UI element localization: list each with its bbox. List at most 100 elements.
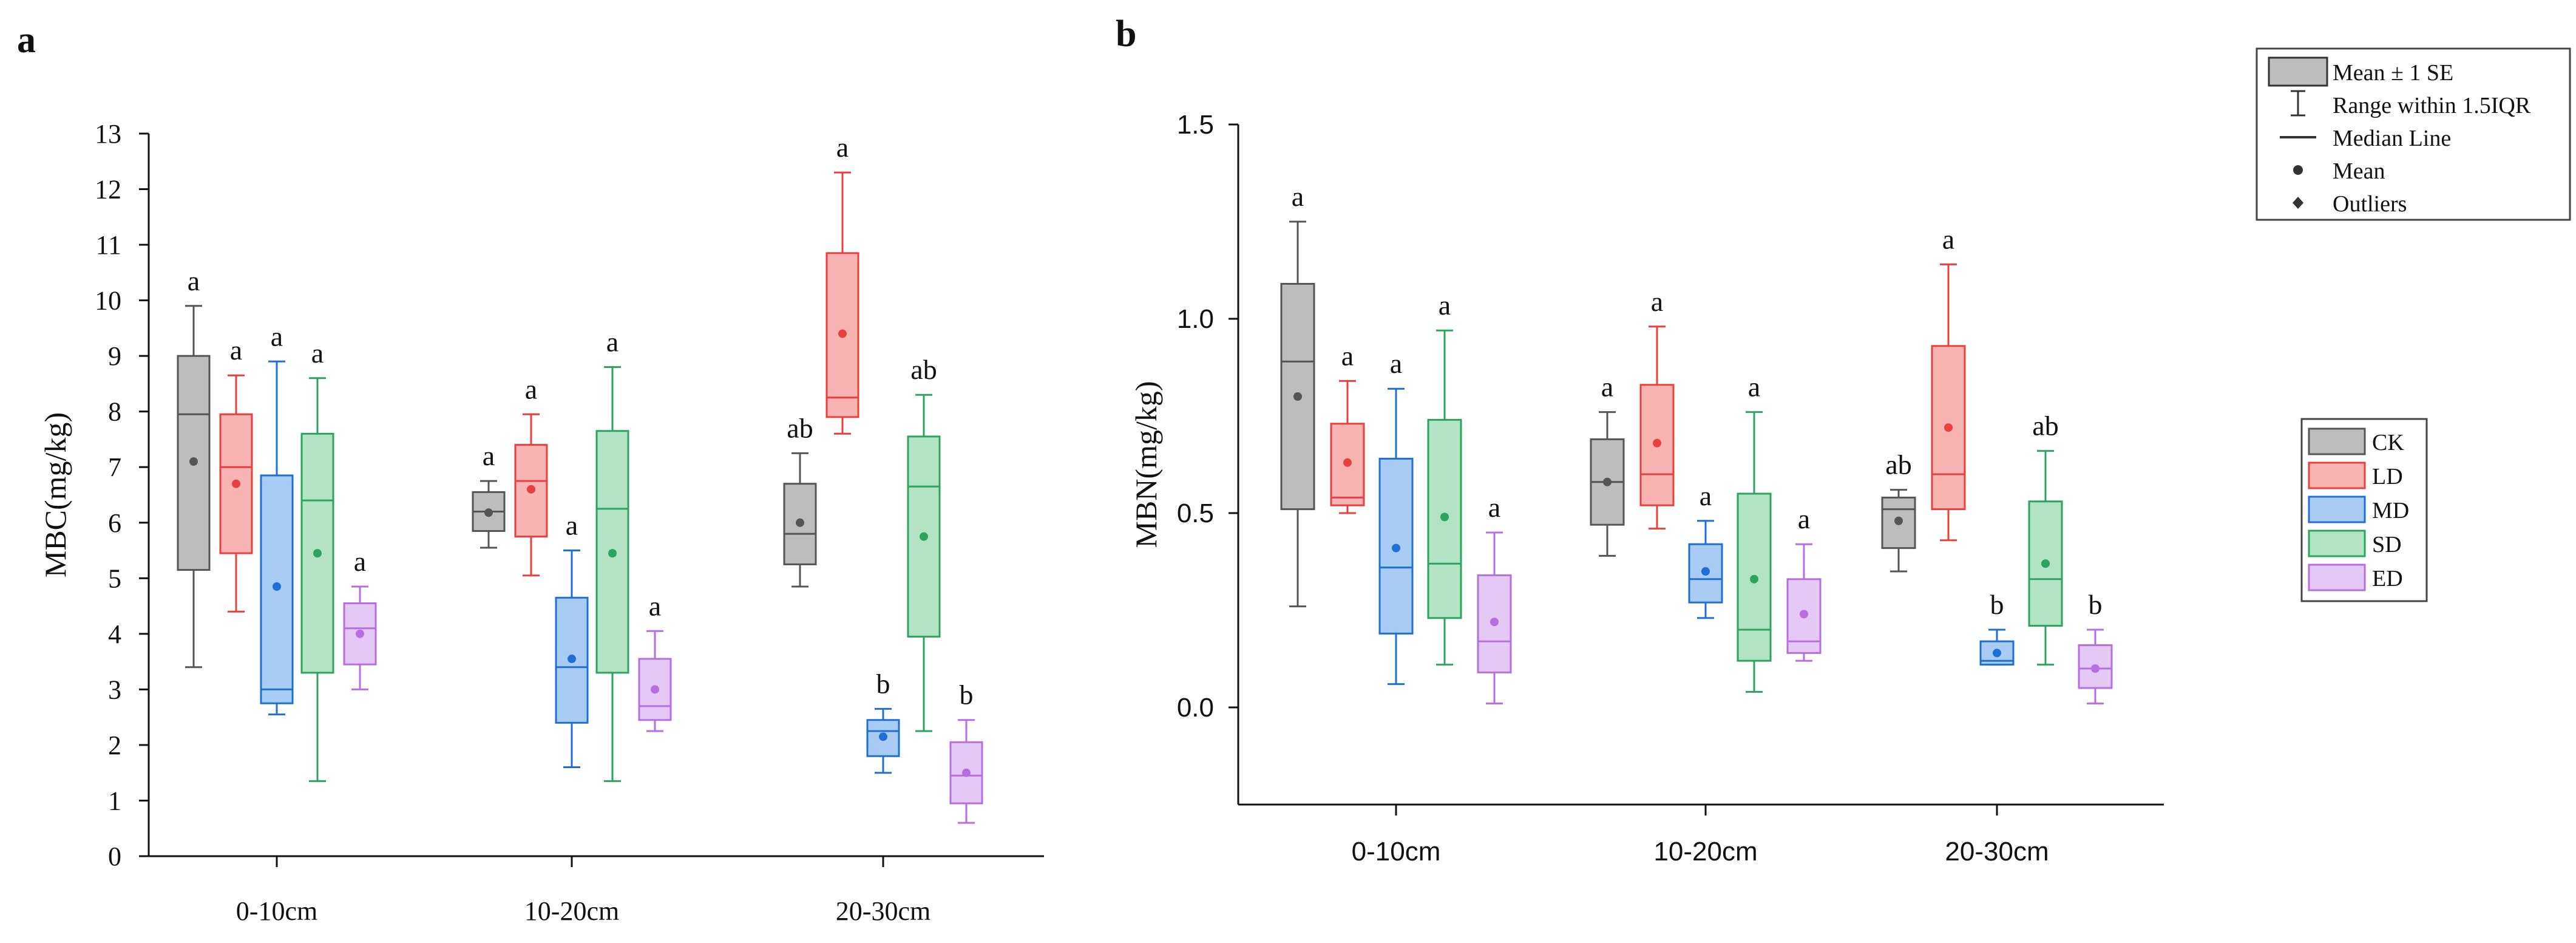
mean-dot — [796, 518, 804, 527]
box-ld-10-20cm: a — [514, 373, 548, 577]
y-tick-label: 13 — [95, 119, 121, 149]
significance-letter: a — [354, 546, 366, 577]
mean-dot — [1603, 477, 1612, 486]
mean-dot — [1944, 423, 1953, 432]
x-tick-label: 20-30cm — [1945, 837, 2049, 866]
panel-a-y-axis-label: MBC(mg/kg) — [38, 412, 72, 577]
legend-outliers-label: Outliers — [2333, 191, 2407, 217]
y-tick-label: 1.0 — [1177, 304, 1214, 334]
significance-letter: a — [1390, 348, 1402, 379]
legend-label-ed: ED — [2372, 566, 2403, 591]
y-tick-label: 5 — [108, 563, 121, 593]
y-tick-label: 0 — [108, 842, 121, 871]
y-tick-label: 4 — [108, 619, 121, 649]
y-tick-label: 1.5 — [1177, 110, 1214, 140]
box-md-20-30cm: b — [866, 668, 900, 774]
significance-letter: b — [2089, 589, 2103, 620]
significance-letter: a — [1942, 223, 1954, 254]
y-tick-label: 12 — [95, 175, 121, 205]
box-ed-0-10cm: a — [1477, 492, 1512, 705]
y-tick-label: 9 — [108, 341, 121, 371]
significance-letter: ab — [2032, 410, 2058, 441]
significance-letter: a — [1748, 372, 1760, 403]
significance-letter: ab — [1885, 449, 1911, 480]
legend-range-label: Range within 1.5IQR — [2333, 93, 2531, 118]
significance-letter: a — [836, 132, 849, 163]
significance-letter: a — [1341, 340, 1354, 371]
mean-dot — [1701, 567, 1710, 576]
box-ed-20-30cm: b — [2078, 589, 2113, 705]
legend-mean-se-swatch — [2268, 56, 2328, 87]
significance-letter: a — [1651, 286, 1663, 317]
box-iqr — [595, 430, 629, 674]
legend-label-sd: SD — [2372, 532, 2402, 557]
legend-mean-label: Mean — [2333, 158, 2385, 184]
significance-letter: ab — [787, 412, 813, 443]
legend-swatch-ld — [2308, 461, 2366, 489]
significance-letter: b — [1990, 589, 2004, 620]
mean-dot — [920, 532, 928, 541]
mean-dot — [356, 629, 364, 638]
mean-dot — [1392, 543, 1400, 553]
y-tick-label: 0.5 — [1177, 499, 1214, 528]
significance-letter: a — [483, 440, 495, 471]
significance-letter: a — [566, 510, 578, 541]
legend-swatch-sd — [2308, 529, 2366, 557]
legend-swatch-md — [2308, 495, 2366, 523]
mean-dot — [2041, 559, 2050, 568]
legend-label-ld: LD — [2372, 464, 2403, 489]
significance-letter: a — [1601, 372, 1613, 403]
legend-mean-se-label: Mean ± 1 SE — [2333, 60, 2453, 86]
y-tick-label: 10 — [95, 286, 121, 316]
box-ck-20-30cm: ab — [783, 412, 817, 588]
legend-statistics: Mean ± 1 SE Range within 1.5IQR Median L… — [2256, 47, 2571, 221]
legend-swatch-ed — [2308, 563, 2366, 591]
box-md-20-30cm: b — [1979, 589, 2015, 666]
panel-label-a: a — [17, 19, 36, 61]
significance-letter: a — [1439, 290, 1451, 321]
y-tick-label: 8 — [108, 397, 121, 427]
box-iqr — [949, 741, 983, 805]
legend-swatch-ck — [2308, 427, 2366, 455]
box-sd-10-20cm: a — [595, 326, 629, 782]
panel-label-b: b — [1116, 13, 1136, 55]
significance-letter: a — [188, 265, 200, 296]
significance-letter: a — [649, 590, 661, 621]
box-ed-0-10cm: a — [343, 546, 377, 690]
significance-letter: b — [876, 668, 890, 699]
box-ck-10-20cm: a — [472, 440, 506, 549]
mean-dot — [1343, 458, 1352, 467]
legend-group-items: CK LD MD SD ED — [2308, 427, 2409, 591]
legend-mean-dot — [2293, 165, 2303, 175]
box-iqr — [1280, 282, 1315, 511]
box-md-0-10cm: a — [1378, 348, 1414, 686]
legend-label-md: MD — [2372, 498, 2409, 523]
box-sd-0-10cm: a — [1427, 290, 1462, 666]
mean-dot — [1993, 649, 2001, 658]
mean-dot — [1800, 610, 1808, 619]
box-md-0-10cm: a — [260, 321, 294, 716]
mean-dot — [484, 508, 493, 517]
mean-dot — [568, 655, 576, 664]
box-md-10-20cm: a — [555, 510, 589, 769]
significance-letter: a — [1292, 181, 1304, 212]
significance-letter: a — [230, 335, 242, 366]
mean-dot — [189, 457, 198, 466]
y-tick-label: 6 — [108, 508, 121, 538]
significance-letter: a — [1700, 480, 1712, 511]
y-tick-label: 7 — [108, 452, 121, 482]
legend-median-label: Median Line — [2333, 126, 2451, 151]
mean-dot — [527, 485, 535, 494]
mean-dot — [1293, 392, 1302, 401]
x-tick-label: 10-20cm — [524, 896, 619, 926]
box-ed-20-30cm: b — [949, 679, 983, 824]
mean-dot — [651, 685, 659, 694]
legend-groups: CK LD MD SD ED — [2300, 418, 2428, 602]
box-ck-10-20cm: a — [1590, 372, 1625, 557]
y-tick-label: 11 — [96, 230, 121, 260]
x-tick-label: 0-10cm — [236, 896, 317, 926]
significance-letter: a — [311, 338, 324, 369]
